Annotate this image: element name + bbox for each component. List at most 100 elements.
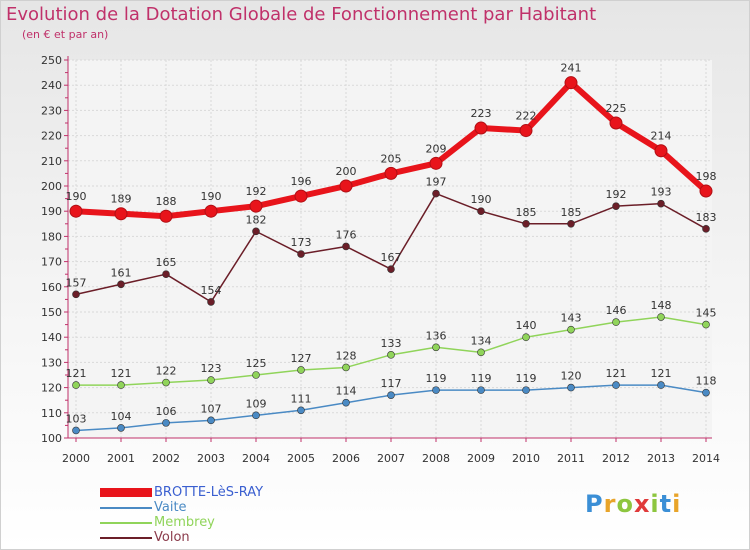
data-label: 140 xyxy=(516,319,537,332)
y-tick-label: 220 xyxy=(41,130,62,143)
x-tick-label: 2010 xyxy=(512,452,540,465)
chart-title: Evolution de la Dotation Globale de Fonc… xyxy=(6,4,597,25)
series-point xyxy=(204,204,218,218)
data-label: 197 xyxy=(426,176,447,189)
y-tick-label: 210 xyxy=(41,155,62,168)
data-label: 161 xyxy=(111,266,132,279)
series-point xyxy=(702,388,710,397)
y-tick-label: 240 xyxy=(41,79,62,92)
data-label: 121 xyxy=(66,367,87,380)
data-label: 128 xyxy=(336,349,357,362)
data-label: 165 xyxy=(156,256,177,269)
legend-label: Volon xyxy=(154,530,190,545)
logo-letter: o xyxy=(616,490,634,518)
series-point xyxy=(297,250,305,258)
y-tick-label: 150 xyxy=(41,306,62,319)
series-point xyxy=(609,116,623,130)
legend-label: Membrey xyxy=(154,515,215,530)
data-label: 241 xyxy=(561,62,582,75)
series-point xyxy=(72,426,80,435)
series-point xyxy=(477,348,485,357)
series-point xyxy=(252,411,260,420)
series-layer xyxy=(69,76,713,435)
series-point xyxy=(339,179,353,193)
x-tick-label: 2001 xyxy=(107,452,135,465)
proxiti-logo: Proxiti xyxy=(585,490,681,518)
series-point xyxy=(159,209,173,223)
label-layer: 103 104 106 107 109 111 114 117 119 119 119 120 121 1… xyxy=(66,62,717,426)
data-label: 183 xyxy=(696,211,717,224)
x-tick-label: 2014 xyxy=(692,452,720,465)
data-label: 123 xyxy=(201,362,222,375)
legend-label: Vaite xyxy=(154,500,187,515)
data-label: 190 xyxy=(471,193,492,206)
data-label: 134 xyxy=(471,334,492,347)
series-point xyxy=(117,381,125,389)
x-tick-label: 2004 xyxy=(242,452,270,465)
data-label: 190 xyxy=(66,190,87,203)
series-point xyxy=(612,202,620,210)
data-label: 122 xyxy=(156,365,177,378)
data-label: 189 xyxy=(111,193,132,206)
logo-letter: i xyxy=(672,490,682,518)
series-point xyxy=(522,333,530,342)
data-label: 222 xyxy=(516,110,537,123)
series-point xyxy=(657,199,665,208)
y-tick-label: 230 xyxy=(41,104,62,117)
series-point xyxy=(387,391,395,399)
series-point xyxy=(387,265,395,273)
data-label: 103 xyxy=(66,412,87,425)
data-label: 209 xyxy=(426,142,447,155)
y-tick-label: 190 xyxy=(41,205,62,218)
series-point xyxy=(117,280,125,289)
data-label: 205 xyxy=(381,152,402,165)
y-tick-label: 120 xyxy=(41,382,62,395)
data-label: 154 xyxy=(201,284,222,297)
x-tick-label: 2006 xyxy=(332,452,360,465)
series-point xyxy=(252,227,260,236)
data-label: 188 xyxy=(156,195,177,208)
series-point xyxy=(297,366,305,374)
x-tick-label: 2013 xyxy=(647,452,675,465)
series-point xyxy=(72,290,80,299)
series-point xyxy=(702,320,710,329)
data-label: 192 xyxy=(606,188,627,201)
series-point xyxy=(72,381,80,389)
data-label: 173 xyxy=(291,236,312,249)
logo-letter: P xyxy=(585,490,604,518)
data-label: 107 xyxy=(201,402,222,415)
logo-letter: x xyxy=(633,490,651,518)
y-tick-label: 130 xyxy=(41,356,62,369)
x-tick-label: 2008 xyxy=(422,452,450,465)
data-label: 176 xyxy=(336,228,357,241)
y-tick-label: 180 xyxy=(41,230,62,243)
data-label: 214 xyxy=(651,130,672,143)
data-label: 192 xyxy=(246,185,267,198)
data-label: 145 xyxy=(696,307,717,320)
data-label: 136 xyxy=(426,329,447,342)
logo-letter: t xyxy=(659,490,673,518)
series-point xyxy=(162,419,170,427)
legend-swatch xyxy=(100,488,152,497)
logo-letter: r xyxy=(603,490,617,518)
series-point xyxy=(612,381,620,389)
data-label: 119 xyxy=(471,372,492,385)
x-tick-label: 2007 xyxy=(377,452,405,465)
data-label: 121 xyxy=(111,367,132,380)
data-label: 117 xyxy=(381,377,402,390)
series-point xyxy=(207,298,215,306)
legend-swatch xyxy=(100,537,152,539)
y-tick-label: 200 xyxy=(41,180,62,193)
series-point xyxy=(69,204,83,218)
series-point xyxy=(699,184,713,198)
series-point xyxy=(564,76,578,90)
data-label: 119 xyxy=(426,372,447,385)
x-tick-label: 2000 xyxy=(62,452,90,465)
data-label: 190 xyxy=(201,190,222,203)
axis-layer: 100 110 120 130 140 150 160 170 180 190 200 210 220 2… xyxy=(41,54,720,465)
series-point xyxy=(114,207,128,221)
y-tick-label: 140 xyxy=(41,331,62,344)
series-point xyxy=(519,124,533,138)
series-point xyxy=(387,351,395,359)
